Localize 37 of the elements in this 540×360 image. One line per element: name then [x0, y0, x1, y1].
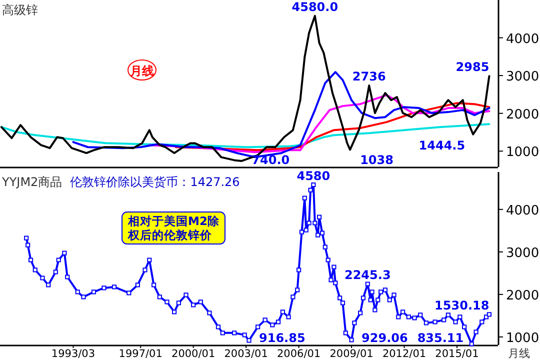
annotation: 2985: [456, 60, 490, 74]
y-tick-label: 4000: [506, 203, 540, 218]
line-series: [0, 123, 490, 148]
x-tick-label: 2000/01: [172, 348, 216, 360]
line-series: [148, 94, 490, 154]
y-tick-label: 4000: [506, 32, 540, 47]
y-tick-label: 2000: [506, 107, 540, 122]
x-tick-label: 2012/01: [382, 348, 426, 360]
annotation: 相对于美国M2除权后的伦敦锌价: [127, 214, 220, 242]
annotation: 2245.3: [344, 268, 391, 282]
annotation: 2736: [352, 70, 386, 84]
x-tick-label: 2006/01: [276, 348, 321, 360]
annotation: 1444.5: [418, 138, 466, 152]
chart-title: 高级锌: [2, 3, 38, 17]
y-tick-label: 1000: [506, 145, 540, 160]
x-axis-title: 月线: [508, 347, 530, 360]
x-tick-label: 2003/01: [224, 348, 268, 360]
annotation: 月线: [129, 64, 154, 78]
y-tick-label: 2000: [506, 288, 540, 304]
annotation: 1038: [360, 153, 394, 167]
chart-subtitle: 伦敦锌价除以美货币：1427.26: [70, 175, 240, 189]
chart-title: YYJM2商品: [1, 175, 62, 189]
x-tick-label: 1993/03: [51, 348, 96, 360]
line-series: [174, 102, 490, 152]
y-tick-label: 3000: [506, 246, 540, 261]
annotation: 916.85: [259, 331, 306, 345]
x-tick-label: 1997/01: [118, 348, 162, 360]
annotation: 4580.0: [292, 0, 338, 14]
annotation: 740.0: [252, 153, 290, 167]
annotation: 4580: [296, 168, 330, 183]
annotation: 835.11: [417, 331, 464, 345]
annotation: 1530.18: [434, 298, 490, 312]
y-tick-label: 1000: [506, 330, 540, 346]
x-tick-label: 2009/01: [330, 348, 374, 360]
annotation: 929.06: [362, 331, 408, 345]
y-tick-label: 3000: [506, 70, 540, 85]
x-tick-label: 2015/01: [435, 348, 479, 360]
